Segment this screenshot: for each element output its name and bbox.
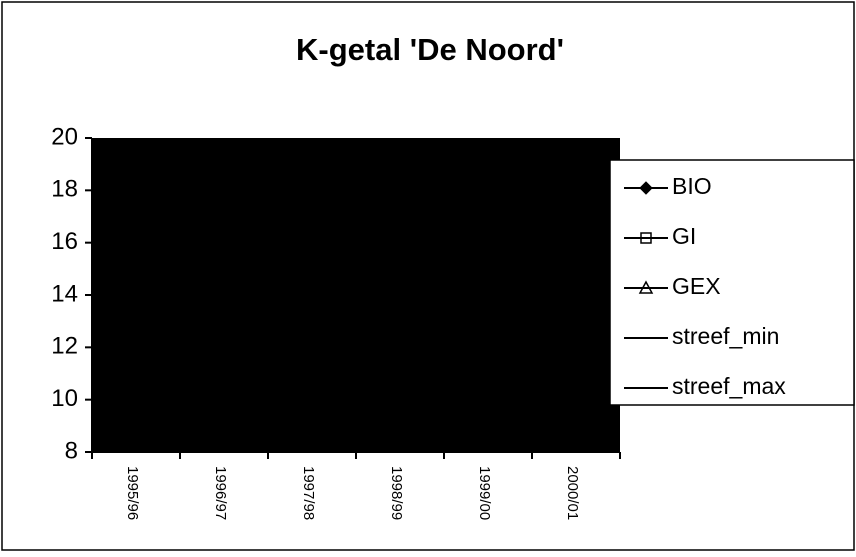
y-tick-label: 14 <box>51 280 78 307</box>
x-tick-label: 1998/99 <box>388 466 405 520</box>
y-tick-label: 20 <box>51 123 78 150</box>
data-point <box>482 257 494 270</box>
legend-marker <box>640 232 652 244</box>
x-tick-label: 1997/98 <box>300 466 317 520</box>
chart-title: K-getal 'De Noord' <box>296 32 564 67</box>
y-tick-label: 16 <box>51 228 78 255</box>
x-tick-label: 1995/96 <box>124 466 141 520</box>
series-line <box>487 247 577 315</box>
legend-box <box>609 159 855 406</box>
legend-label: GEX <box>672 273 721 299</box>
x-tick-label: 1999/00 <box>476 466 493 520</box>
y-tick-label: 18 <box>51 176 78 203</box>
series-line <box>487 194 577 257</box>
y-tick-label: 12 <box>51 333 78 360</box>
data-point <box>568 305 584 320</box>
plot-area <box>92 138 620 452</box>
y-tick-label: 8 <box>65 437 78 464</box>
legend-label: streef_min <box>672 323 779 349</box>
legend-label: BIO <box>672 173 712 199</box>
series-line <box>487 262 577 323</box>
data-point <box>480 240 496 254</box>
legend-marker <box>639 181 653 195</box>
legend-label: streef_max <box>672 373 786 399</box>
data-point <box>569 188 583 203</box>
legend-marker <box>638 280 654 294</box>
legend-label: GI <box>672 223 696 249</box>
x-tick-label: 1996/97 <box>212 466 229 520</box>
y-tick-label: 10 <box>51 385 78 412</box>
x-tick-label: 2000/01 <box>564 466 581 520</box>
